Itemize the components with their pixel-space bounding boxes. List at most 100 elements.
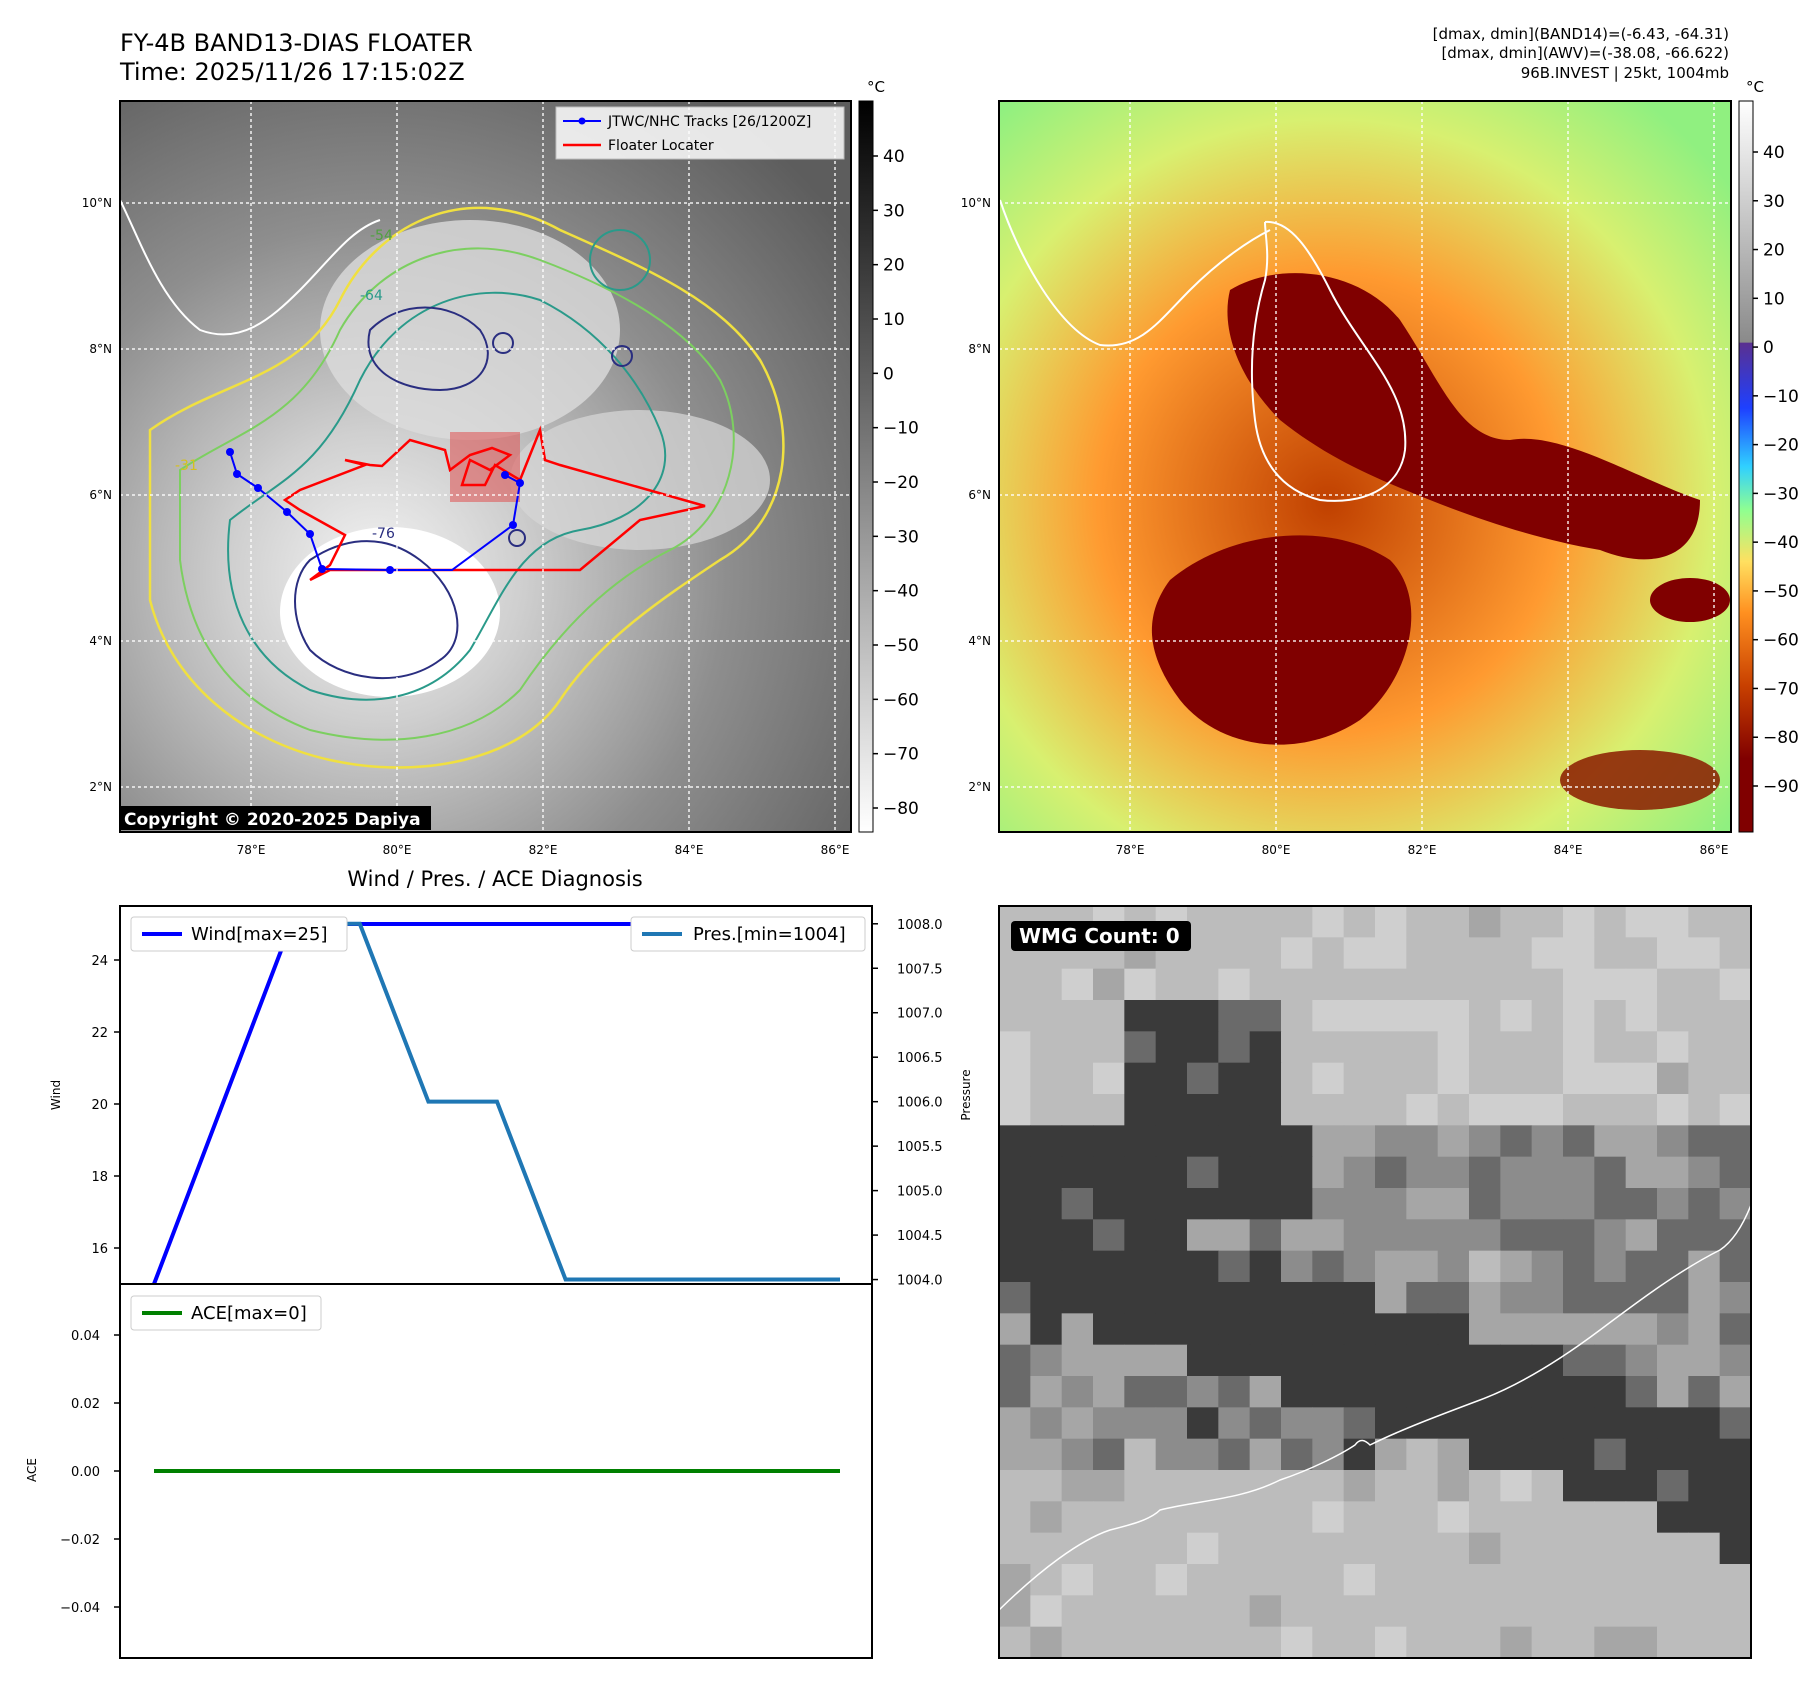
zoom-pixel [1061, 1532, 1094, 1565]
zoom-pixel [1155, 1313, 1188, 1346]
dmax-awv: [dmax, dmin](AWV)=(-38.08, -66.622) [1441, 44, 1729, 62]
wmg-badge [1011, 921, 1191, 951]
colorbar-tick-label: −10 [883, 419, 919, 439]
wind-axis-label: Wind [49, 1080, 63, 1110]
zoom-pixel [1594, 1564, 1627, 1596]
zoom-pixel [1187, 1407, 1219, 1440]
zoom-pixel [1187, 1188, 1219, 1220]
zoom-pixel [1187, 1125, 1219, 1158]
zoom-pixel [1218, 1094, 1251, 1126]
zoom-pixel [1249, 1376, 1282, 1408]
colorbar-tick-label: −90 [1763, 777, 1799, 797]
zoom-pixel [1093, 1313, 1125, 1346]
zoom-pixel [1688, 1438, 1721, 1471]
zoom-pixel [1187, 1156, 1219, 1189]
zoom-pixel [1124, 1062, 1157, 1095]
zoom-pixel [1625, 1188, 1658, 1220]
zoom-pixel [1625, 1407, 1658, 1440]
zoom-pixel [1531, 1532, 1564, 1565]
zoom-pixel [1625, 1376, 1658, 1408]
zoom-pixel [1030, 1250, 1063, 1283]
zoom-pixel [1688, 968, 1721, 1001]
zoom-pixel [1500, 906, 1533, 938]
zoom-pixel [1594, 1188, 1627, 1220]
zoom-pixel [1437, 1188, 1470, 1220]
zoom-pixel [1155, 1470, 1188, 1502]
zoom-pixel [1563, 1188, 1595, 1220]
zoom-pixel [1030, 1031, 1063, 1064]
zoom-pixel [1594, 1626, 1627, 1658]
zoom-pixel [1437, 1438, 1470, 1471]
colorbar-tick-label: −20 [1763, 436, 1799, 456]
zoom-pixel [1563, 1313, 1595, 1346]
zoom-pixel [1469, 1626, 1501, 1658]
zoom-pixel [1061, 1062, 1094, 1095]
zoom-pixel [1469, 1094, 1501, 1126]
jtwc-track-points [226, 448, 524, 574]
zoom-pixel [1719, 1125, 1751, 1158]
zoom-pixel [1375, 1156, 1407, 1189]
zoom-pixel [1406, 1062, 1439, 1095]
zoom-pixel [1531, 1000, 1564, 1032]
zoom-pixel [1437, 1250, 1470, 1283]
zoom-pixel [1124, 1125, 1157, 1158]
awv-dark-mass-south [1151, 535, 1412, 745]
zoom-pixel [1030, 1470, 1063, 1502]
zoom-pixel [1375, 1000, 1407, 1032]
colorbar-tick-label: −40 [1763, 533, 1799, 553]
zoom-pixel [1061, 1250, 1094, 1283]
zoom-pixel [1375, 906, 1407, 938]
zoom-pixel [1061, 1501, 1094, 1534]
zoom-pixel [1343, 1564, 1376, 1596]
zoom-pixel [1312, 1595, 1345, 1628]
zoom-pixel [1281, 1501, 1313, 1534]
zoom-pixel [1281, 1470, 1313, 1502]
zoom-pixel [1563, 1407, 1595, 1440]
zoom-pixel [1688, 906, 1721, 938]
zoom-pixel [1218, 1407, 1251, 1440]
zoom-pixel [1531, 937, 1564, 970]
zoom-pixel [1093, 1188, 1125, 1220]
zoom-pixel [1187, 1470, 1219, 1502]
zoom-pixel [1218, 1501, 1251, 1534]
colorbar-tick-label: 10 [883, 310, 905, 330]
zoom-pixel [1312, 1564, 1345, 1596]
zoom-pixel [1249, 906, 1282, 938]
zoom-pixel [1343, 937, 1376, 970]
zoom-pixel [1375, 937, 1407, 970]
zoom-pixel [1249, 1031, 1282, 1064]
zoom-pixel [1312, 1532, 1345, 1565]
zoom-pixel [1281, 937, 1313, 970]
zoom-pixel [1406, 1094, 1439, 1126]
zoom-pixel [1531, 968, 1564, 1001]
zoom-pixel [1437, 1470, 1470, 1502]
zoom-pixel [1625, 1470, 1658, 1502]
zoom-pixel [1312, 1282, 1345, 1314]
zoom-pixel [1155, 1094, 1188, 1126]
pressure-ytick-label: 1005.5 [897, 1140, 943, 1155]
zoom-pixel [1218, 968, 1251, 1001]
zoom-pixel [1187, 937, 1219, 970]
zoom-pixel [1719, 1313, 1751, 1346]
zoom-pixel [1657, 1313, 1689, 1346]
zoom-pixel [1657, 1188, 1689, 1220]
zoom-pixel [1500, 1282, 1533, 1314]
zoom-pixel [1500, 1125, 1533, 1158]
zoom-pixel [1124, 1407, 1157, 1440]
lon-label: 86°E [821, 843, 850, 857]
zoom-pixel [1437, 1344, 1470, 1377]
colorbar-tick-label: −40 [883, 582, 919, 602]
zoom-pixel [1563, 1501, 1595, 1534]
zoom-pixel [1500, 1156, 1533, 1189]
zoom-pixel [1625, 1031, 1658, 1064]
zoom-pixel [1187, 1250, 1219, 1283]
colorbar-tick-label: 20 [883, 256, 905, 276]
lat-label: 6°N [968, 488, 991, 502]
zoom-pixel [999, 1156, 1031, 1189]
ace-legend: ACE[max=0] [130, 1295, 322, 1331]
zoom-pixel [1061, 1344, 1094, 1377]
pressure-ytick-label: 1006.5 [897, 1051, 943, 1066]
zoom-pixel [1249, 1000, 1282, 1032]
zoom-pixel [1657, 1000, 1689, 1032]
zoom-pixel [1406, 1219, 1439, 1252]
